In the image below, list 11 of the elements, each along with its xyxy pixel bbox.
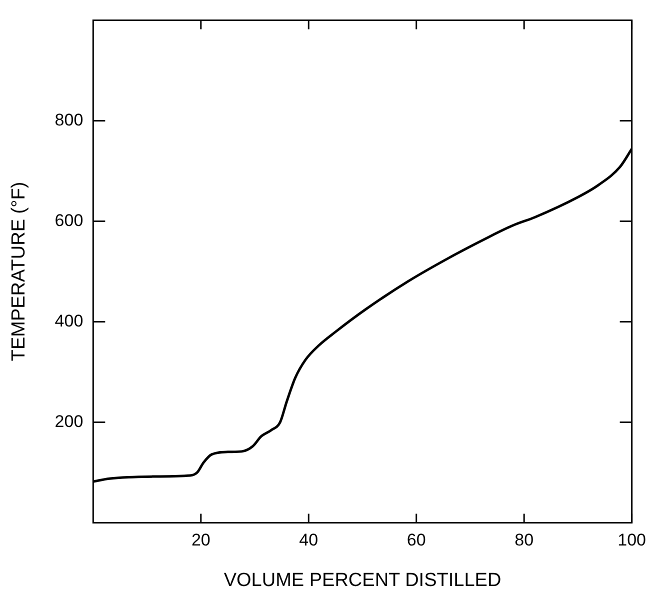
y-tick-label: 200 — [54, 412, 84, 431]
y-tick-label: 800 — [54, 110, 84, 130]
x-axis-title: VOLUME PERCENT DISTILLED — [224, 570, 502, 591]
x-tick-label: 40 — [299, 530, 318, 550]
x-tick-label: 100 — [618, 530, 646, 550]
x-tick-label: 20 — [191, 530, 210, 550]
y-tick-label: 600 — [54, 210, 84, 230]
x-tick-label: 80 — [514, 530, 534, 550]
x-tick-label: 60 — [406, 530, 426, 550]
y-axis-title: TEMPERATURE (°F) — [8, 182, 30, 362]
y-tick-label: 400 — [54, 311, 84, 330]
